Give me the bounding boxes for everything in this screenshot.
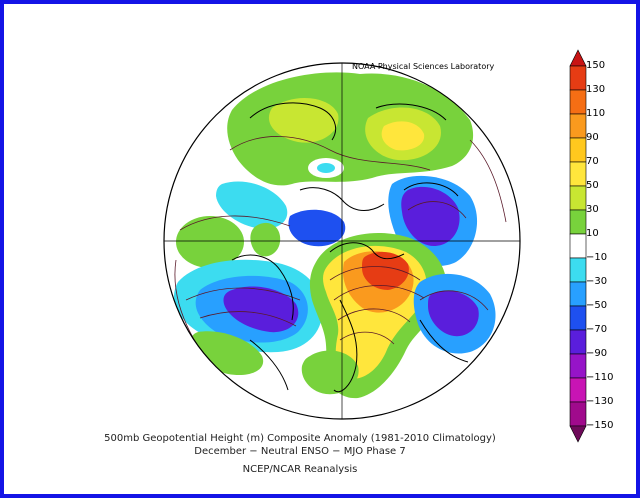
- anomaly-field: [164, 63, 520, 419]
- colorbar-segment: [569, 281, 587, 307]
- anomaly-region-north-yellow-1: [268, 97, 339, 143]
- anomaly-region-asia-core: [401, 186, 460, 246]
- colorbar-tick-label: −150: [586, 420, 614, 431]
- colorbar-segment: [569, 305, 587, 331]
- contour-lines: [174, 136, 507, 371]
- colorbar-tick-label: 70: [586, 156, 599, 167]
- colorbar-tick-label: −130: [586, 396, 614, 407]
- colorbar-segment: [569, 329, 587, 355]
- anomaly-region-north-yellow-3: [381, 121, 425, 151]
- anomaly-region-left-green-small: [250, 222, 281, 257]
- colorbar-tick-label: 90: [586, 132, 599, 143]
- colorbar-segment: [569, 401, 587, 427]
- colorbar-tick-label: 10: [586, 228, 599, 239]
- anomaly-weak-neg-blob: [317, 163, 335, 173]
- anomaly-region-southwest-core: [223, 286, 299, 333]
- colorbar-max-arrow: [569, 49, 587, 67]
- colorbar-tick-label: 50: [586, 180, 599, 191]
- colorbar-segment: [569, 65, 587, 91]
- colorbar-tick-label: 110: [586, 108, 606, 119]
- colorbar-segment: [569, 209, 587, 235]
- colorbar-segment: [569, 89, 587, 115]
- colorbar-tick-label: −50: [586, 300, 608, 311]
- colorbar-segment: [569, 377, 587, 403]
- anomaly-region-bottom-green: [301, 350, 359, 395]
- anomaly-region-central-max: [362, 251, 409, 290]
- colorbar: [569, 49, 587, 443]
- colorbar-min-arrow: [569, 425, 587, 443]
- colorbar-tick-label: 130: [586, 84, 606, 95]
- colorbar-tick-label: −90: [586, 348, 608, 359]
- anomaly-region-left-green: [176, 216, 244, 268]
- anomaly-region-pole-negative: [288, 209, 346, 247]
- colorbar-tick-label: 150: [586, 60, 606, 71]
- colorbar-segment: [569, 353, 587, 379]
- colorbar-segment: [569, 233, 587, 259]
- colorbar-segment: [569, 257, 587, 283]
- colorbar-segment: [569, 185, 587, 211]
- colorbar-tick-label: −110: [586, 372, 614, 383]
- colorbar-segment: [569, 113, 587, 139]
- coastlines: [231, 102, 469, 393]
- colorbar-tick-label: −10: [586, 252, 608, 263]
- anomaly-region-west-negative: [216, 181, 288, 229]
- map-boundary: [163, 62, 521, 420]
- caption-subtitle: December − Neutral ENSO − MJO Phase 7: [194, 446, 406, 457]
- caption-source: NCEP/NCAR Reanalysis: [242, 464, 358, 475]
- colorbar-segment: [569, 137, 587, 163]
- colorbar-tick-label: −70: [586, 324, 608, 335]
- graticule: [164, 63, 520, 419]
- colorbar-tick-label: 30: [586, 204, 599, 215]
- colorbar-segment: [569, 161, 587, 187]
- anomaly-region-east-core: [428, 290, 479, 337]
- caption-title: 500mb Geopotential Height (m) Composite …: [104, 433, 496, 444]
- colorbar-tick-label: −30: [586, 276, 608, 287]
- credit-label: NOAA Physical Sciences Laboratory: [352, 62, 495, 71]
